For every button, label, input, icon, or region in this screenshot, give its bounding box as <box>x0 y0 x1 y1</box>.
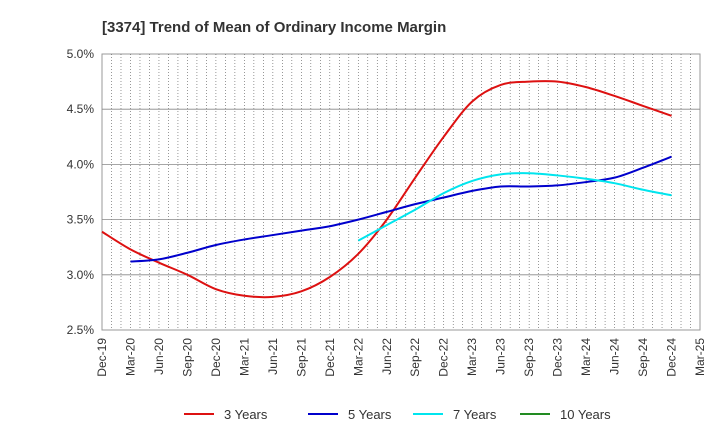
legend-label: 7 Years <box>453 407 497 422</box>
x-tick-label: Jun-21 <box>266 338 280 375</box>
x-tick-label: Sep-20 <box>180 338 194 377</box>
x-tick-label: Sep-22 <box>408 338 422 377</box>
x-tick-label: Dec-19 <box>95 338 109 377</box>
x-tick-label: Dec-20 <box>209 338 223 377</box>
x-tick-label: Mar-22 <box>351 338 365 376</box>
chart-title: [3374] Trend of Mean of Ordinary Income … <box>102 19 446 36</box>
x-tick-label: Sep-24 <box>636 338 650 377</box>
legend-label: 5 Years <box>348 407 392 422</box>
x-tick-label: Mar-23 <box>465 338 479 376</box>
legend: 3 Years 5 Years 7 Years 10 Years <box>184 407 611 422</box>
x-tick-label: Jun-23 <box>494 338 508 375</box>
x-tick-label: Mar-25 <box>693 338 707 376</box>
series-line-2 <box>130 155 672 263</box>
x-tick-label: Sep-21 <box>294 338 308 377</box>
series-line-3 <box>357 172 672 242</box>
y-tick-label: 4.5% <box>67 102 95 116</box>
plot-background <box>101 53 701 331</box>
x-tick-label: Dec-23 <box>551 338 565 377</box>
series-lines <box>101 80 672 299</box>
x-axis: Dec-19 Mar-20 Jun-20 Sep-20 Dec-20 Mar-21 Jun-… <box>95 338 707 377</box>
y-tick-label: 2.5% <box>67 323 95 337</box>
x-tick-label: Dec-24 <box>665 338 679 377</box>
legend-label: 3 Years <box>224 407 268 422</box>
plot-area <box>101 53 701 331</box>
x-tick-label: Mar-21 <box>237 338 251 376</box>
x-tick-label: Jun-22 <box>380 338 394 375</box>
y-tick-label: 3.0% <box>67 268 95 282</box>
series-line-1 <box>101 80 672 299</box>
x-tick-label: Mar-24 <box>579 338 593 376</box>
x-tick-label: Dec-21 <box>323 338 337 377</box>
x-tick-label: Jun-20 <box>152 338 166 375</box>
x-tick-label: Mar-20 <box>123 338 137 376</box>
y-axis: 2.5% 3.0% 3.5% 4.0% 4.5% 5.0% <box>67 47 95 337</box>
y-tick-label: 4.0% <box>67 157 95 171</box>
y-tick-label: 5.0% <box>67 47 95 61</box>
x-tick-label: Dec-22 <box>437 338 451 377</box>
x-tick-label: Jun-24 <box>608 338 622 375</box>
legend-label: 10 Years <box>560 407 611 422</box>
grid-lines <box>102 54 700 330</box>
x-tick-label: Sep-23 <box>522 338 536 377</box>
y-tick-label: 3.5% <box>67 213 95 227</box>
